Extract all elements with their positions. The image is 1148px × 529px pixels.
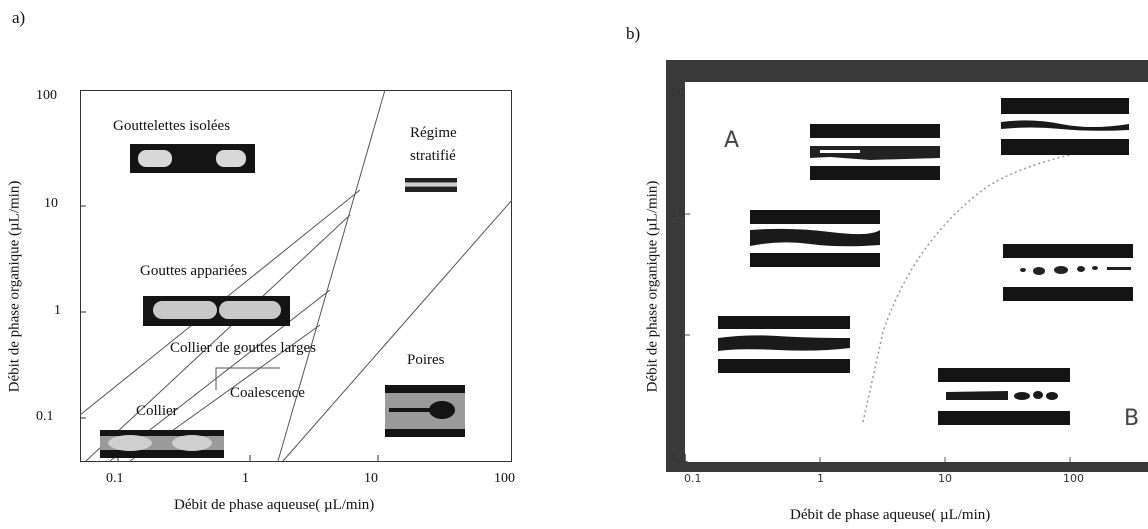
panel-b-xlabel: Débit de phase aqueuse( µL/min): [790, 507, 991, 523]
region-label-poires: Poires: [407, 352, 445, 368]
panel-a-xtick: 0.1: [106, 471, 124, 486]
panel-b-xtick: 100: [1063, 472, 1084, 485]
region-marker-a: A: [724, 128, 740, 153]
panel-a-ylabel: Débit de phase organique (µL/min): [6, 180, 23, 393]
panel-b-ytick: 0,1: [671, 452, 689, 465]
panel-a-plot-frame: [80, 90, 512, 462]
micrograph-b-top-right: [1001, 98, 1129, 155]
region-label-regime: Régime: [410, 125, 457, 141]
region-label-collier: Collier: [136, 403, 178, 419]
panel-a-letter: a): [12, 8, 26, 27]
region-label-collier-larges: Collier de gouttes larges: [170, 340, 316, 356]
panel-a-xtick: 1: [242, 471, 249, 486]
panel-a-xtick: 100: [494, 471, 515, 486]
micrograph-b-lower-left: [718, 316, 850, 373]
panel-a-ytick: 100: [36, 88, 57, 103]
panel-a-xlabel: Débit de phase aqueuse( µL/min): [174, 497, 375, 513]
panel-b-xtick: 10: [938, 472, 952, 485]
region-label-stratifie: stratifié: [410, 148, 456, 164]
region-marker-b: B: [1124, 406, 1140, 431]
panel-a-ytick: 0.1: [36, 409, 54, 424]
region-label-coalescence: Coalescence: [230, 385, 305, 401]
panel-b-ytick: 00: [671, 86, 685, 99]
panel-a-xtick: 10: [364, 471, 378, 486]
panel-b-xtick: 1: [817, 472, 824, 485]
region-label-gouttes: Gouttes appariées: [140, 263, 248, 279]
panel-b-letter: b): [626, 24, 641, 43]
micrograph-pears: [385, 385, 465, 437]
micrograph-b-mid-left: [750, 210, 880, 267]
micrograph-b-top-center: [810, 124, 940, 180]
micrograph-b-mid-right: [1003, 244, 1133, 301]
micrograph-necklace: [100, 430, 224, 458]
panel-b-ytick: 10: [671, 207, 685, 220]
micrograph-stratified: [405, 178, 457, 192]
panel-a-ytick: 1: [54, 303, 61, 318]
panel-a-ytick: 10: [44, 196, 58, 211]
micrograph-paired-drops: [143, 296, 290, 326]
panel-b-ylabel: Débit de phase organique (µL/min): [644, 180, 661, 393]
region-label-gouttelettes: Gouttelettes isolées: [113, 118, 231, 134]
panel-b-ytick: 1: [677, 328, 684, 341]
micrograph-isolated-droplets: [130, 144, 255, 173]
micrograph-b-bottom-center: [938, 368, 1070, 425]
panel-b-xtick: 0.1: [684, 472, 702, 485]
